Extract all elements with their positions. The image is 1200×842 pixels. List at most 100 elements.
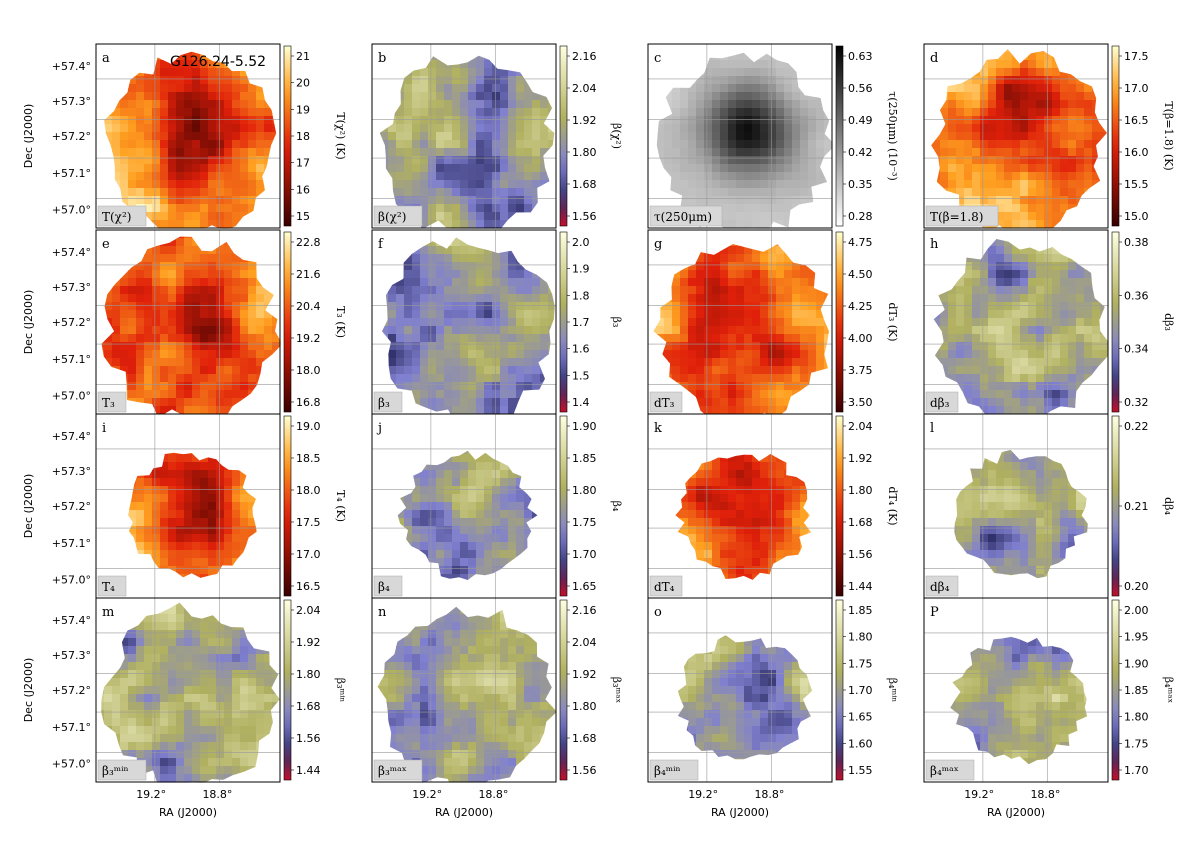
heatmap-cell [224, 100, 233, 109]
heatmap-cell [996, 92, 1005, 101]
heatmap-cell [1060, 156, 1069, 165]
heatmap-cell [784, 76, 793, 85]
heatmap-cell [248, 350, 257, 359]
heatmap-cell [776, 180, 785, 189]
heatmap-cell [996, 294, 1005, 303]
heatmap-cell [428, 124, 437, 133]
heatmap-cell [1028, 124, 1037, 133]
heatmap-cell [824, 140, 833, 149]
heatmap-cell [404, 172, 413, 181]
heatmap-cell [484, 342, 493, 351]
heatmap-cell [184, 124, 193, 133]
heatmap-cell [388, 302, 397, 311]
heatmap-cell [808, 334, 817, 343]
heatmap-cell [192, 350, 201, 359]
heatmap-cell [1020, 68, 1029, 77]
heatmap-cell [232, 156, 241, 165]
heatmap-cell [532, 156, 541, 165]
heatmap-cell [128, 350, 137, 359]
heatmap-cell [768, 334, 777, 343]
heatmap-cell [808, 270, 817, 279]
heatmap-cell [176, 278, 185, 287]
heatmap-cell [136, 172, 145, 181]
heatmap-cell [1052, 92, 1061, 101]
heatmap-cell [136, 542, 145, 551]
heatmap-cell [696, 382, 705, 391]
heatmap-cell [940, 172, 949, 181]
heatmap-cell [508, 148, 517, 157]
heatmap-cell [224, 220, 233, 229]
heatmap-cell [216, 100, 225, 109]
heatmap-cell [784, 262, 793, 271]
heatmap-cell [428, 60, 437, 69]
heatmap-cell [752, 204, 761, 213]
heatmap-cell [664, 164, 673, 173]
heatmap-cell [396, 382, 405, 391]
heatmap-cell [404, 156, 413, 165]
heatmap-cell [484, 92, 493, 101]
heatmap-cell [704, 108, 713, 117]
heatmap-cell [980, 334, 989, 343]
heatmap-cell [680, 278, 689, 287]
heatmap-cell [232, 510, 241, 519]
heatmap-cell [404, 318, 413, 327]
heatmap-cell [208, 278, 217, 287]
heatmap-cell [492, 286, 501, 295]
colorbar-tick-label: 18 [296, 130, 310, 143]
heatmap-cell [192, 342, 201, 351]
heatmap-cell [492, 302, 501, 311]
heatmap-cell [168, 558, 177, 567]
heatmap-cell [768, 310, 777, 319]
heatmap-cell [436, 108, 445, 117]
heatmap-cell [532, 294, 541, 303]
heatmap-cell [404, 254, 413, 263]
heatmap-cell [1004, 318, 1013, 327]
heatmap-cell [412, 116, 421, 125]
heatmap-cell [996, 398, 1005, 407]
heatmap-cell [200, 326, 209, 335]
heatmap-cell [964, 156, 973, 165]
heatmap-cell [492, 390, 501, 399]
heatmap-cell [704, 196, 713, 205]
heatmap-cell [208, 342, 217, 351]
heatmap-cell [208, 350, 217, 359]
heatmap-cell [184, 494, 193, 503]
heatmap-cell [1028, 318, 1037, 327]
heatmap-cell [428, 148, 437, 157]
heatmap-cell [996, 366, 1005, 375]
heatmap-cell [680, 342, 689, 351]
heatmap-cell [144, 510, 153, 519]
heatmap-cell [168, 220, 177, 229]
heatmap-cell [933, 350, 941, 359]
heatmap-cell [516, 132, 525, 141]
heatmap-cell [1036, 148, 1045, 157]
heatmap-cell [972, 374, 981, 383]
heatmap-cell [136, 262, 145, 271]
heatmap-cell [500, 188, 509, 197]
heatmap-cell [176, 246, 185, 255]
heatmap-cell [240, 100, 249, 109]
heatmap-cell [444, 188, 453, 197]
heatmap-cell [672, 374, 681, 383]
heatmap-cell [816, 124, 825, 133]
heatmap-cell [144, 76, 153, 85]
heatmap-cell [128, 116, 137, 125]
heatmap-cell [1012, 358, 1021, 367]
heatmap-cell [816, 366, 825, 375]
heatmap-cell [452, 262, 461, 271]
heatmap-cell [468, 406, 477, 415]
heatmap-cell [160, 124, 169, 133]
heatmap-cell [452, 68, 461, 77]
heatmap-cell [420, 294, 429, 303]
heatmap-cell [192, 172, 201, 181]
heatmap-cell [1020, 148, 1029, 157]
heatmap-cell [160, 212, 169, 221]
heatmap-cell [1052, 318, 1061, 327]
heatmap-cell [524, 108, 533, 117]
heatmap-cell [200, 148, 209, 157]
heatmap-cell [972, 270, 981, 279]
heatmap-cell [208, 318, 217, 327]
heatmap-cell [452, 204, 461, 213]
heatmap-cell [120, 334, 129, 343]
